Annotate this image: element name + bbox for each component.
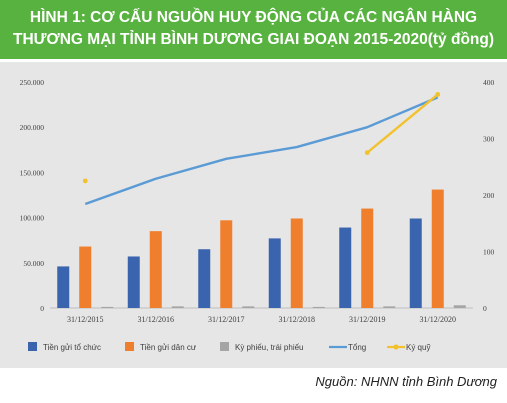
chart-title-line-1: HÌNH 1: CƠ CẤU NGUỒN HUY ĐỘNG CỦA CÁC NG…: [29, 9, 478, 26]
category-label: 31/12/2015: [67, 315, 103, 324]
right-axis-tick-label: 300: [483, 135, 495, 144]
bar-3: [171, 306, 184, 308]
legend-swatch-2: [125, 342, 134, 351]
bar-3: [383, 306, 396, 308]
bar-2: [290, 218, 303, 308]
left-axis-tick-label: 100.000: [20, 214, 45, 223]
left-axis-tick-label: 250.000: [20, 78, 45, 87]
right-axis-tick-label: 0: [483, 304, 487, 313]
deposit-point: [435, 92, 441, 97]
legend-swatch-marker: [393, 344, 399, 350]
right-axis-tick-label: 400: [483, 78, 495, 87]
bar-1: [268, 238, 281, 308]
bar-3: [312, 306, 325, 308]
legend-label: Kỳ phiếu, trái phiếu: [235, 343, 304, 352]
category-label: 31/12/2017: [208, 315, 244, 324]
bar-1: [339, 227, 352, 308]
total-line: [84, 96, 439, 206]
left-axis-tick-label: 0: [40, 304, 44, 313]
right-axis-tick-label: 200: [483, 191, 495, 200]
bar-2: [149, 231, 162, 308]
bar-2: [220, 220, 233, 308]
deposit-point: [364, 150, 370, 156]
source-note: Nguồn: NHNN tỉnh Bình Dương: [315, 374, 497, 389]
chart-background: [0, 62, 507, 368]
bar-1: [409, 218, 422, 308]
bar-2: [361, 208, 374, 308]
category-label: 31/12/2019: [349, 315, 385, 324]
legend-label: Tiền gửi dân cư: [140, 343, 197, 352]
legend-label: Ký quỹ: [406, 343, 430, 352]
legend-label: Tổng: [348, 343, 366, 352]
bar-3: [453, 305, 466, 308]
bar-2: [79, 246, 92, 308]
right-axis-tick-label: 100: [483, 248, 495, 257]
legend-label: Tiền gửi tổ chức: [43, 343, 101, 352]
left-axis-tick-label: 50.000: [23, 259, 44, 268]
title-bar: HÌNH 1: CƠ CẤU NGUỒN HUY ĐỘNG CỦA CÁC NG…: [0, 0, 507, 59]
bar-1: [198, 249, 211, 308]
deposit-point: [82, 178, 88, 184]
chart-title-line-2: THƯƠNG MẠI TỈNH BÌNH DƯƠNG GIAI ĐOẠN 201…: [12, 31, 495, 48]
category-label: 31/12/2020: [420, 315, 456, 324]
category-label: 31/12/2016: [138, 315, 174, 324]
legend-swatch-3: [220, 342, 229, 351]
category-label: 31/12/2018: [279, 315, 315, 324]
deposit-line-segment: [366, 93, 439, 154]
bar-1: [127, 256, 140, 308]
bar-3: [242, 306, 255, 308]
bar-1: [57, 266, 70, 308]
bar-3: [101, 306, 114, 308]
left-axis-tick-label: 200.000: [20, 123, 45, 132]
left-axis-tick-label: 150.000: [20, 168, 45, 177]
bar-2: [431, 189, 444, 308]
legend-swatch-1: [28, 342, 37, 351]
chart-plot: 0 50.000 100.000 150.000 200.000 250.000 0 100 2…: [20, 78, 495, 352]
